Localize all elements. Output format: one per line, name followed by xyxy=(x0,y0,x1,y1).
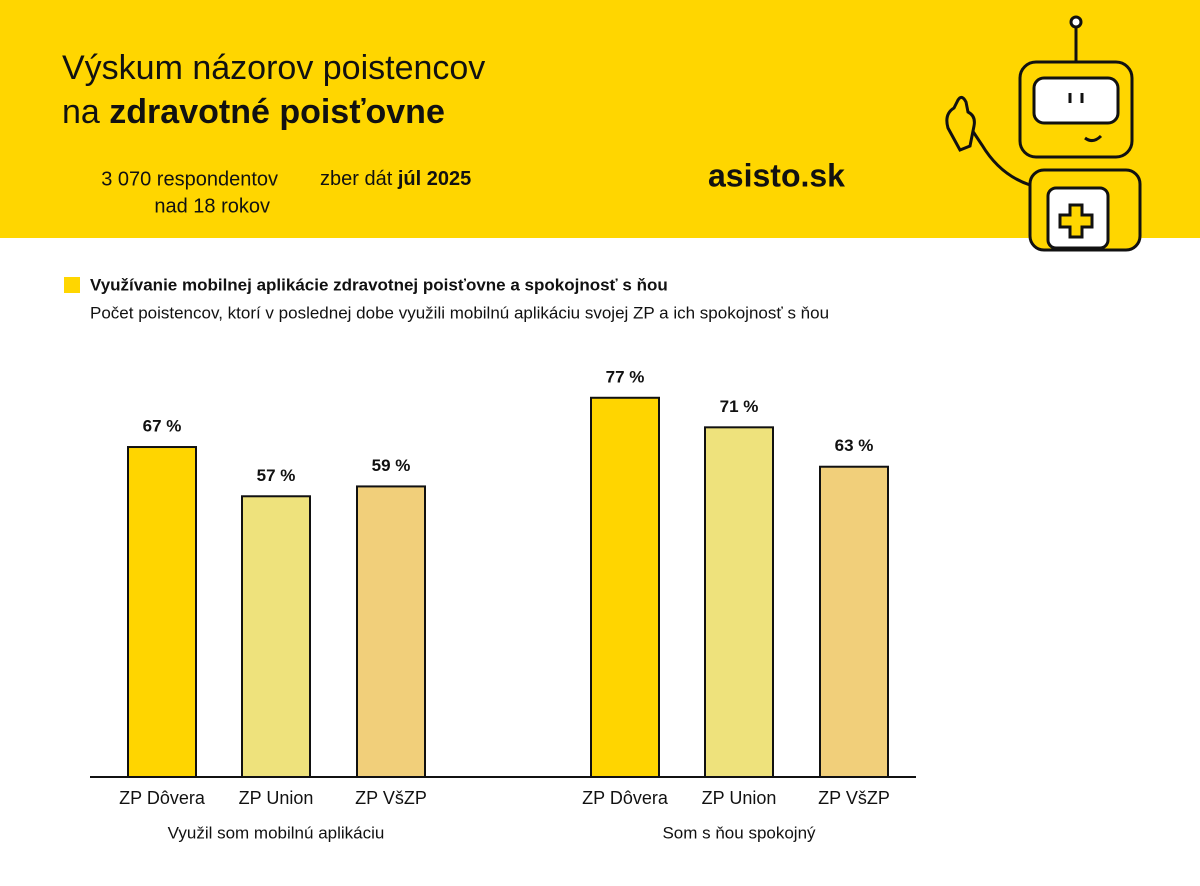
bar xyxy=(704,426,774,778)
bar xyxy=(590,396,660,778)
value-label: 59 % xyxy=(372,456,411,475)
bar-label: ZP Dôvera xyxy=(119,788,206,808)
group-label: Využil som mobilnú aplikáciu xyxy=(168,823,385,842)
respondents-age: nad 18 rokov xyxy=(154,195,270,217)
bar xyxy=(356,485,426,778)
bar-label: ZP VšZP xyxy=(818,788,890,808)
bar-label: ZP Dôvera xyxy=(582,788,669,808)
collection-prefix: zber dát xyxy=(320,168,393,190)
chart-title: Využívanie mobilnej aplikácie zdravotnej… xyxy=(90,275,668,294)
title-bold: zdravotné poisťovne xyxy=(109,93,445,131)
title-prefix: na xyxy=(62,93,100,131)
bar xyxy=(241,495,311,778)
robot xyxy=(945,15,1142,252)
value-label: 57 % xyxy=(257,466,296,485)
chart-title-marker xyxy=(64,277,80,293)
bar-label: ZP VšZP xyxy=(355,788,427,808)
respondents: 3 070 respondentov xyxy=(101,168,278,190)
brand: asisto.sk xyxy=(708,157,845,193)
bar-label: ZP Union xyxy=(239,788,314,808)
collection-date: júl 2025 xyxy=(397,168,471,190)
value-label: 77 % xyxy=(606,367,645,386)
value-label: 63 % xyxy=(835,436,874,455)
value-label: 71 % xyxy=(720,397,759,416)
bar xyxy=(127,446,197,778)
bar-label: ZP Union xyxy=(702,788,777,808)
bar xyxy=(819,465,889,778)
value-label: 67 % xyxy=(143,417,182,436)
collection: zber dát júl 2025 xyxy=(320,168,471,190)
chart-subtitle: Počet poistencov, ktorí v poslednej dobe… xyxy=(90,303,829,322)
header-band xyxy=(0,0,1200,238)
title-line2: na zdravotné poisťovne xyxy=(62,93,445,131)
group-label: Som s ňou spokojný xyxy=(662,823,816,842)
title-line1: Výskum názorov poistencov xyxy=(62,49,485,87)
